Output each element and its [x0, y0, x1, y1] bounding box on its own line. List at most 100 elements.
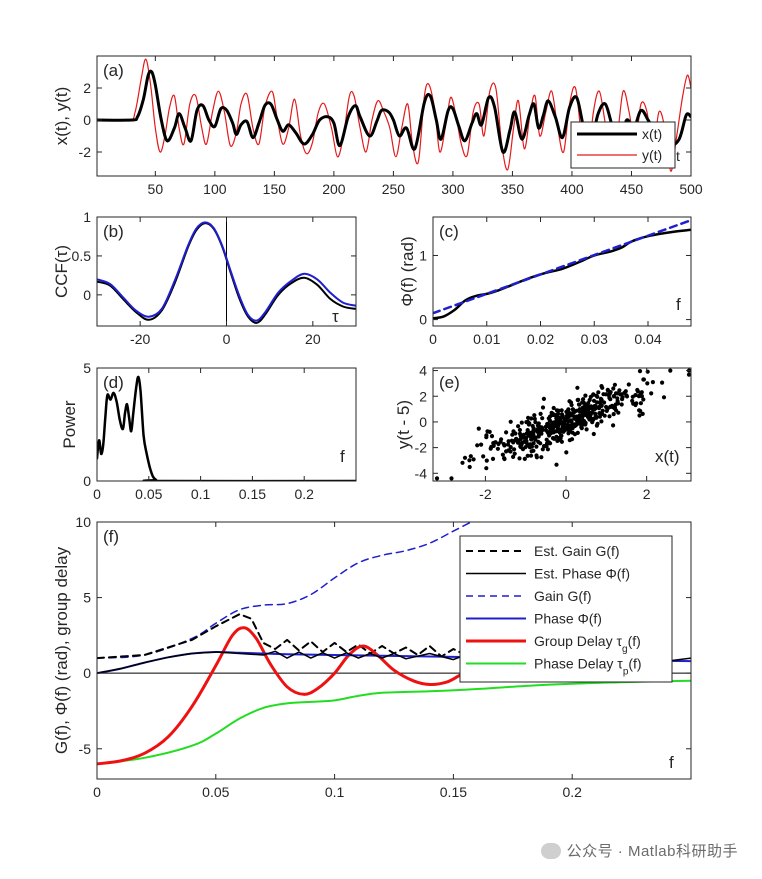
scatter-point [531, 448, 536, 453]
y-tick-label: 0.5 [72, 248, 92, 264]
scatter-point [532, 413, 537, 418]
scatter-point [551, 429, 556, 434]
scatter-point [619, 392, 624, 397]
scatter-point [546, 416, 551, 421]
y-tick-label: 5 [83, 360, 91, 376]
phase-delay-line [97, 679, 691, 765]
scatter-point [571, 410, 576, 415]
scatter-point [577, 414, 582, 419]
scatter-point [484, 458, 489, 463]
scatter-point [550, 412, 556, 418]
y-tick-label: 4 [419, 363, 427, 379]
scatter-point [471, 457, 476, 462]
x-tick-label: 0.05 [202, 784, 229, 800]
scatter-point [649, 391, 654, 396]
scatter-point [506, 448, 511, 453]
scatter-point [460, 460, 465, 465]
watermark-text: 公众号 · Matlab科研助手 [566, 843, 738, 860]
scatter-point [563, 418, 568, 423]
scatter-point [519, 440, 524, 446]
y-axis-label: Power [60, 400, 79, 449]
scatter-point [594, 415, 599, 420]
y-tick-label: -2 [415, 440, 428, 456]
scatter-point [661, 395, 667, 400]
x-tick-label: -2 [479, 486, 492, 502]
group-delay-line [97, 626, 470, 766]
y-tick-label: -5 [79, 741, 92, 757]
axes-frame [96, 55, 692, 177]
scatter-point [591, 431, 596, 437]
y-axis-label: G(f), Φ(f) (rad), group delay [52, 546, 71, 754]
scatter-point [599, 403, 604, 408]
x-tick-label: 0.2 [562, 784, 582, 800]
scatter-point [551, 405, 556, 411]
scatter-point [554, 408, 560, 413]
panel-label: (a) [103, 61, 124, 80]
x-tick-label: -20 [130, 331, 150, 347]
scatter-point [641, 377, 647, 382]
scatter-point [536, 428, 541, 433]
x-tick-label: 0.04 [634, 331, 661, 347]
scatter-point [492, 440, 497, 445]
scatter-point [539, 455, 544, 460]
scatter-point [610, 405, 616, 410]
y-axis-label: y(t - 5) [394, 400, 413, 449]
scatter-point [604, 404, 609, 410]
x-tick-label: 100 [203, 181, 227, 197]
legend-box [459, 535, 673, 683]
scatter-point [583, 393, 588, 398]
scatter-point [605, 387, 610, 392]
scatter-point [590, 406, 595, 411]
scatter-point [611, 423, 616, 428]
scatter-point [686, 372, 691, 377]
scatter-point [619, 402, 624, 407]
scatter-point [581, 400, 587, 405]
x-tick-label: 350 [501, 181, 525, 197]
x-tick-label: 0.15 [440, 784, 467, 800]
scatter-point [600, 408, 605, 413]
scatter-point [575, 385, 580, 390]
y-tick-label: -4 [415, 465, 428, 481]
scatter-point [540, 405, 546, 410]
scatter-point [579, 426, 584, 431]
scatter-point [481, 454, 486, 459]
scatter-point [569, 423, 575, 428]
scatter-point [607, 395, 612, 400]
scatter-point [615, 401, 621, 406]
legend-box [570, 121, 676, 169]
scatter-point [490, 456, 496, 461]
legend-entry: Gain G(f) [534, 588, 592, 604]
plot-area-e [434, 368, 691, 481]
phase-true-line [433, 218, 691, 315]
scatter-point [516, 424, 521, 429]
scatter-point [586, 401, 591, 406]
y-tick-label: 10 [75, 514, 91, 530]
scatter-point [517, 456, 522, 461]
scatter-point [583, 420, 588, 426]
panel-f: 0 0.05 0.1 0.15 0.2 -5 0 5 10G(f), Φ(f) (rad), g… [52, 514, 692, 800]
scatter-point [583, 404, 589, 409]
x-tick-label: 400 [560, 181, 584, 197]
scatter-point [544, 441, 550, 446]
plot-area-b [97, 217, 356, 326]
scatter-point [504, 430, 509, 435]
scatter-point [600, 385, 605, 390]
scatter-point [554, 434, 559, 439]
scatter-point [521, 435, 526, 440]
panel-c: 0 0.01 0.02 0.03 0.04 0 1Φ(f) (rad) (c) f [398, 216, 692, 347]
x-tick-label: 0 [93, 486, 101, 502]
scatter-point [549, 423, 555, 428]
y-axis-label: x(t), y(t) [52, 87, 71, 146]
x-tick-label: 0 [562, 486, 570, 502]
x-tick-label: 2 [643, 486, 651, 502]
x-axis-label: f [669, 753, 674, 772]
scatter-point [489, 444, 494, 449]
x-tick-label: 450 [620, 181, 644, 197]
scatter-point [544, 437, 549, 442]
scatter-point [555, 438, 560, 443]
x-tick-label: 50 [148, 181, 164, 197]
scatter-point [645, 381, 650, 386]
scatter-point [521, 432, 526, 437]
panel-label: (d) [103, 373, 124, 392]
scatter-point [506, 439, 511, 444]
